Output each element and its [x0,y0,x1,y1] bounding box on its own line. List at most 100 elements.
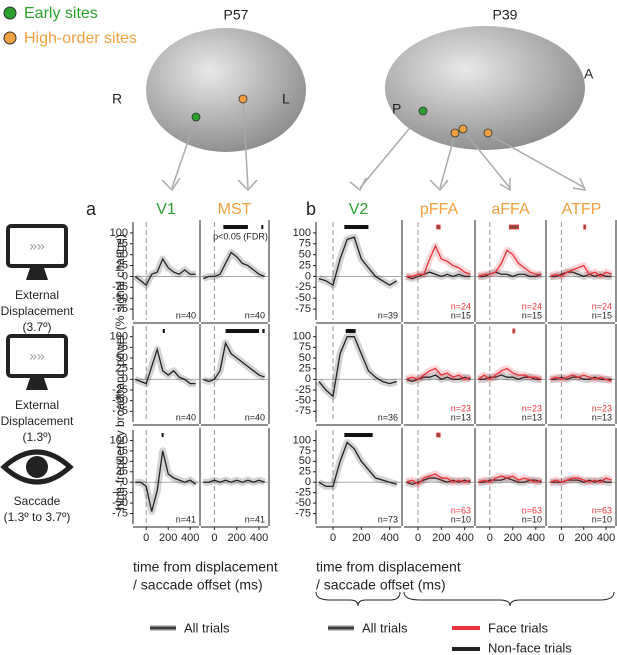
significance-bar [344,433,373,437]
x-tick-label: 0 [211,532,217,544]
significance-bar [508,224,519,230]
y-tick-label: -75 [112,405,128,417]
legend-text: All trials [362,620,408,635]
y-tick-label: 50 [299,249,311,261]
n-label: n=10 [522,514,542,524]
significance-bar [345,329,356,333]
trace [550,477,612,483]
y-tick-label: 100 [110,434,128,446]
legend-text: High-order sites [24,30,137,47]
y-tick-label: 25 [116,363,128,375]
n-label: n=36 [378,412,398,422]
y-tick-label: 25 [299,363,311,375]
x-tick-label: 400 [527,532,545,544]
legend-text: All trials [184,620,230,635]
y-tick-label: 0 [305,476,311,488]
n-label: n=10 [451,514,471,524]
y-tick-label: 50 [116,455,128,467]
x-tick-label: 200 [228,532,246,544]
monitor-icon: »» [6,334,68,390]
n-label: n=24 [522,301,542,311]
column-title: ATFP [562,201,602,218]
y-tick-label: -50 [295,292,311,304]
trace [203,479,265,483]
n-label: n=13 [451,412,471,422]
x-tick-label: 200 [575,532,593,544]
significance-bar [512,328,516,334]
n-label: n=23 [592,403,612,413]
annotation: p<0.05 (FDR) [213,231,268,241]
panel-label: a [86,199,97,219]
x-tick-label: 400 [250,532,268,544]
column-title: aFFA [491,201,530,218]
orientation: L [282,91,290,107]
orientation: R [112,91,122,107]
trace [406,477,471,486]
significance-bar [262,329,265,333]
y-tick-label: -25 [295,487,311,499]
n-label: n=40 [245,412,265,422]
significance-bar [223,225,248,229]
x-axis-label: / saccade offset (ms) [133,577,263,593]
orientation: A [584,66,594,82]
condition-label: Displacement [1,304,74,318]
n-label: n=13 [592,412,612,422]
significance-bar [161,433,164,437]
panel-label: b [306,199,316,219]
n-label: n=10 [592,514,612,524]
y-tick-label: 75 [116,445,128,457]
n-label: n=40 [176,310,196,320]
n-label: n=24 [592,301,612,311]
orientation: P [392,101,401,117]
column-title: MST [218,201,252,218]
y-tick-label: 75 [299,238,311,250]
y-tick-label: -50 [112,292,128,304]
significance-bar [162,329,165,333]
n-label: n=63 [451,505,471,515]
y-tick-label: 75 [116,341,128,353]
y-tick-label: 0 [305,373,311,385]
y-tick-label: 100 [293,434,311,446]
y-tick-label: 0 [122,476,128,488]
condition-label: (3.7º) [22,320,51,334]
y-tick-label: 0 [305,270,311,282]
y-tick-label: -75 [295,303,311,315]
trace [203,341,265,383]
y-tick-label: 75 [299,341,311,353]
n-label: n=23 [522,403,542,413]
n-label: n=63 [522,505,542,515]
trace [550,376,612,381]
sites [191,94,493,138]
y-tick-label: 0 [122,373,128,385]
x-tick-label: 0 [558,532,564,544]
trace [318,336,397,398]
svg-text:»»: »» [29,348,45,364]
x-tick-label: 0 [143,532,149,544]
condition-label: External [15,398,59,412]
y-tick-label: 25 [299,259,311,271]
x-tick-label: 200 [352,532,370,544]
significance-bar [225,329,260,333]
trace [406,271,471,280]
trace [478,475,542,483]
trace [406,473,471,486]
x-axis-label: time from displacement [133,559,278,575]
error-band [201,339,266,385]
trace [406,374,471,383]
legend-text: Early sites [24,5,98,22]
trace [202,251,265,280]
conditions: External Displacement (3.7º) External Displa… [1,288,74,524]
n-label: n=15 [522,310,542,320]
legend-dot [3,31,17,45]
column-title: pFFA [420,201,459,218]
x-tick-label: 400 [380,532,398,544]
brain-right [385,26,585,150]
condition-label: (1.3º) [22,430,51,444]
column-title: V2 [349,201,369,218]
x-tick-label: 0 [330,532,336,544]
x-tick-label: 200 [504,532,522,544]
y-tick-label: 50 [116,249,128,261]
significance-bar [344,225,369,229]
y-tick-label: -50 [112,497,128,509]
y-tick-label: -75 [295,507,311,519]
